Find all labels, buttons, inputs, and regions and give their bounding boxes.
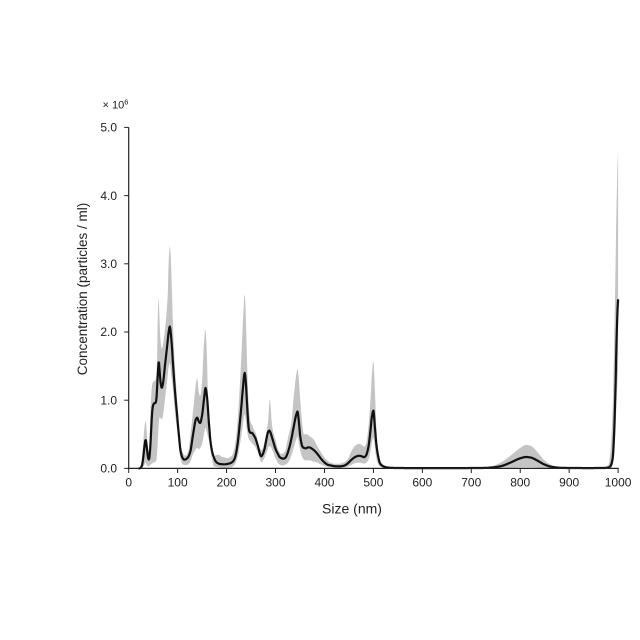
svg-text:300: 300 — [266, 476, 286, 490]
svg-text:1000: 1000 — [605, 476, 632, 490]
svg-text:500: 500 — [363, 476, 383, 490]
svg-text:400: 400 — [314, 476, 334, 490]
svg-text:100: 100 — [168, 476, 188, 490]
svg-text:Concentration (particles / ml): Concentration (particles / ml) — [75, 203, 90, 376]
svg-text:3.0: 3.0 — [100, 257, 117, 271]
svg-text:2.0: 2.0 — [100, 325, 117, 339]
svg-text:600: 600 — [412, 476, 432, 490]
svg-text:1.0: 1.0 — [100, 393, 117, 407]
svg-text:5.0: 5.0 — [100, 121, 117, 135]
svg-text:× 106: × 106 — [103, 98, 129, 112]
svg-text:0: 0 — [125, 476, 132, 490]
svg-text:Size (nm): Size (nm) — [322, 501, 382, 517]
svg-text:900: 900 — [559, 476, 579, 490]
svg-text:200: 200 — [217, 476, 237, 490]
svg-text:0.0: 0.0 — [100, 462, 117, 476]
svg-text:700: 700 — [461, 476, 481, 490]
svg-text:4.0: 4.0 — [100, 189, 117, 203]
svg-text:800: 800 — [510, 476, 530, 490]
